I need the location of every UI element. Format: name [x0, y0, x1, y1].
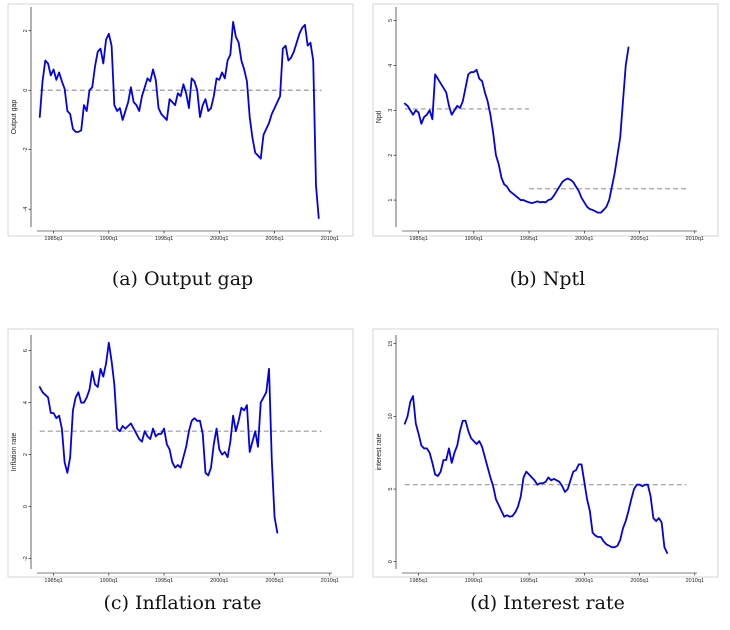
- x-tick-label: 2000q1: [210, 578, 228, 584]
- panel-nptl: 1 2 3 4 5 Nptl 1985q1 1990q1 1995q1 2000q1 2005q1 2…: [365, 0, 730, 315]
- y-tick-label: 5: [388, 19, 394, 22]
- y-tick-label: -2: [23, 147, 29, 152]
- x-tick-label: 1985q1: [44, 236, 62, 242]
- y-tick-label: 2: [23, 29, 29, 32]
- y-tick-label: 10: [388, 413, 394, 419]
- x-tick-label: 2005q1: [265, 578, 283, 584]
- x-tick-label: 2000q1: [210, 236, 228, 242]
- y-tick-label: 5: [388, 488, 394, 491]
- y-tick-label: -2: [23, 556, 29, 561]
- y-axis-title: Output gap: [11, 100, 18, 135]
- chart-frame: [7, 328, 354, 578]
- panel-inflation-rate: -2 0 2 4 6 Inflation rate 1985q1 1990q1 1995q1 20…: [0, 315, 365, 630]
- chart-nptl: 1 2 3 4 5 Nptl 1985q1 1990q1 1995q1 2000q1 2005q1 2…: [372, 3, 719, 242]
- chart-output-gap: -4 -2 0 2 Output gap 1985q1 1990q1 1995q1 2000q1…: [7, 3, 354, 242]
- x-tick-label: 1990q1: [465, 578, 483, 584]
- y-tick-label: -4: [23, 207, 29, 212]
- x-tick-label: 2005q1: [265, 236, 283, 242]
- y-tick-label: 0: [23, 505, 29, 508]
- x-tick-label: 1990q1: [465, 236, 483, 242]
- y-axis-title: Nptl: [376, 110, 383, 123]
- caption-inflation-rate: (c) Inflation rate: [103, 592, 262, 614]
- series-line: [403, 395, 669, 554]
- x-tick-label: 1995q1: [155, 578, 173, 584]
- chart-frame: [372, 328, 719, 578]
- x-tick-label: 1995q1: [155, 236, 173, 242]
- x-tick-label: 1985q1: [409, 578, 427, 584]
- y-axis-title: Inflation rate: [11, 433, 18, 472]
- y-tick-label: 4: [388, 64, 394, 67]
- x-tick-label: 2010q1: [686, 578, 704, 584]
- series-line: [403, 46, 630, 214]
- x-tick-label: 1985q1: [44, 578, 62, 584]
- y-tick-label: 3: [388, 109, 394, 112]
- x-tick-label: 1990q1: [100, 578, 118, 584]
- chart-frame: [372, 3, 719, 237]
- x-tick-label: 1990q1: [100, 236, 118, 242]
- x-tick-label: 2000q1: [575, 578, 593, 584]
- chart-frame: [7, 3, 354, 237]
- x-tick-label: 1995q1: [520, 578, 538, 584]
- y-tick-label: 0: [388, 560, 394, 563]
- y-axis-title: interest rate: [376, 433, 383, 470]
- y-tick-label: 15: [388, 341, 394, 347]
- x-tick-label: 1995q1: [520, 236, 538, 242]
- caption-interest-rate: (d) Interest rate: [470, 592, 625, 614]
- series-line: [38, 341, 279, 534]
- series-line: [38, 20, 320, 219]
- chart-interest-rate: 0 5 10 15 interest rate 1985q1 1990q1 1995q1 200…: [372, 328, 719, 584]
- x-tick-label: 2005q1: [630, 236, 648, 242]
- x-tick-label: 2010q1: [321, 578, 339, 584]
- y-tick-label: 4: [23, 401, 29, 404]
- y-tick-label: 1: [388, 199, 394, 202]
- y-tick-label: 2: [23, 453, 29, 456]
- panel-output-gap: -4 -2 0 2 Output gap 1985q1 1990q1 1995q1 2000q1…: [0, 0, 365, 315]
- y-tick-label: 0: [23, 89, 29, 92]
- x-tick-label: 2005q1: [630, 578, 648, 584]
- chart-inflation-rate: -2 0 2 4 6 Inflation rate 1985q1 1990q1 1995q1 20…: [7, 328, 354, 584]
- x-tick-label: 1985q1: [409, 236, 427, 242]
- y-tick-label: 6: [23, 349, 29, 352]
- x-tick-label: 2010q1: [321, 236, 339, 242]
- caption-output-gap: (a) Output gap: [111, 268, 254, 290]
- x-tick-label: 2010q1: [686, 236, 704, 242]
- panel-interest-rate: 0 5 10 15 interest rate 1985q1 1990q1 1995q1 200…: [365, 315, 730, 630]
- y-tick-label: 2: [388, 154, 394, 157]
- x-tick-label: 2000q1: [575, 236, 593, 242]
- caption-nptl: (b) Nptl: [509, 268, 586, 290]
